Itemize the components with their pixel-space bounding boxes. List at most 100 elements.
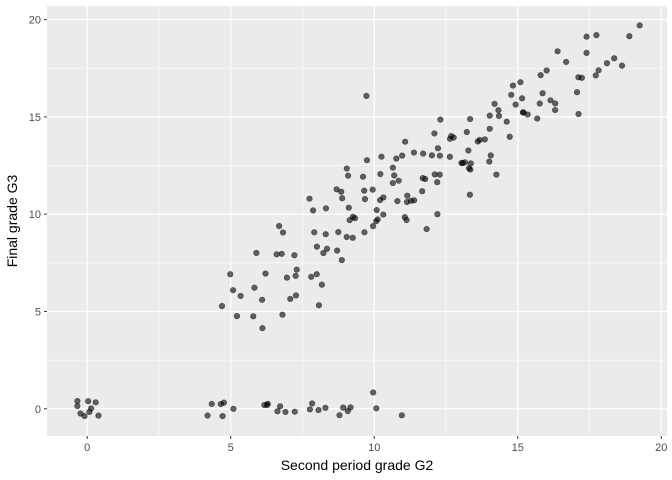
data-point	[459, 159, 466, 167]
data-point	[486, 112, 493, 119]
data-point	[395, 177, 402, 184]
data-point	[219, 413, 226, 420]
x-tick-label: 5	[228, 442, 234, 454]
data-point	[404, 192, 411, 199]
data-point	[389, 179, 396, 187]
data-point	[398, 412, 405, 419]
data-point	[237, 292, 244, 300]
data-point	[283, 274, 291, 281]
data-point	[450, 134, 457, 141]
data-point	[563, 58, 570, 66]
data-point	[315, 406, 322, 414]
data-point	[403, 198, 411, 206]
data-point	[463, 128, 470, 136]
data-point	[399, 152, 406, 159]
data-point	[344, 172, 352, 179]
data-point	[291, 252, 298, 259]
data-point	[373, 218, 380, 225]
data-point	[361, 196, 369, 203]
data-point	[85, 398, 92, 405]
data-point	[282, 408, 289, 415]
data-point	[423, 225, 430, 233]
data-points	[74, 22, 643, 420]
data-point	[363, 157, 371, 164]
data-point	[486, 158, 493, 165]
data-point	[323, 245, 331, 252]
data-point	[467, 166, 474, 173]
y-tick-label: 0	[35, 404, 41, 416]
y-tick-label: 5	[35, 306, 41, 318]
data-point	[313, 271, 320, 278]
x-tick-label: 10	[368, 442, 380, 454]
data-point	[204, 412, 211, 419]
data-point	[218, 302, 226, 310]
data-point	[95, 412, 102, 419]
x-tick-label: 0	[84, 442, 90, 454]
data-point	[422, 175, 429, 183]
data-point	[467, 160, 474, 167]
data-point	[259, 296, 266, 303]
data-point	[506, 133, 513, 140]
data-point	[537, 72, 544, 79]
data-point	[552, 100, 559, 107]
x-axis-tick-labels: 0 5 10 15 20	[84, 442, 667, 454]
data-point	[343, 233, 350, 241]
data-point	[336, 412, 343, 419]
data-point	[262, 270, 269, 277]
data-point	[534, 115, 541, 122]
data-point	[343, 165, 350, 172]
data-point	[253, 249, 260, 257]
data-point	[359, 173, 367, 180]
data-point	[491, 100, 498, 107]
data-point	[208, 400, 215, 408]
data-point	[322, 205, 330, 212]
data-point	[394, 198, 401, 205]
data-point	[370, 389, 377, 396]
data-point	[345, 204, 352, 211]
data-point	[292, 292, 300, 299]
data-point	[389, 164, 396, 171]
data-point	[391, 172, 398, 179]
data-point	[318, 281, 325, 288]
y-axis-title: Final grade G3	[4, 174, 20, 267]
data-point	[278, 250, 285, 257]
data-point	[419, 188, 426, 195]
data-point	[292, 272, 299, 279]
data-point	[410, 149, 418, 156]
plot-panel	[47, 6, 667, 436]
data-point	[434, 211, 441, 218]
data-point	[88, 405, 95, 412]
data-point	[81, 412, 88, 420]
data-point	[583, 49, 590, 57]
data-point	[467, 115, 474, 123]
data-point	[373, 206, 380, 214]
data-point	[493, 171, 500, 178]
data-point	[349, 234, 356, 241]
data-point	[340, 404, 347, 411]
data-point	[250, 313, 257, 320]
data-point	[547, 97, 554, 104]
data-point	[363, 92, 370, 100]
data-point	[378, 153, 385, 160]
data-point	[437, 116, 444, 123]
data-point	[291, 408, 298, 415]
data-point	[274, 408, 281, 415]
data-point	[603, 60, 611, 67]
x-axis-title: Second period grade G2	[281, 457, 434, 473]
data-point	[626, 33, 633, 40]
data-point	[486, 125, 493, 132]
data-point	[251, 284, 258, 291]
data-point	[595, 67, 602, 74]
data-point	[306, 406, 314, 413]
data-point	[276, 222, 283, 230]
data-point	[308, 273, 315, 280]
data-point	[487, 152, 494, 159]
data-point	[428, 152, 436, 159]
data-point	[436, 171, 443, 178]
data-point	[495, 112, 503, 120]
data-point	[420, 150, 427, 157]
data-point	[338, 257, 345, 264]
data-point	[465, 147, 472, 154]
data-point	[229, 287, 237, 294]
